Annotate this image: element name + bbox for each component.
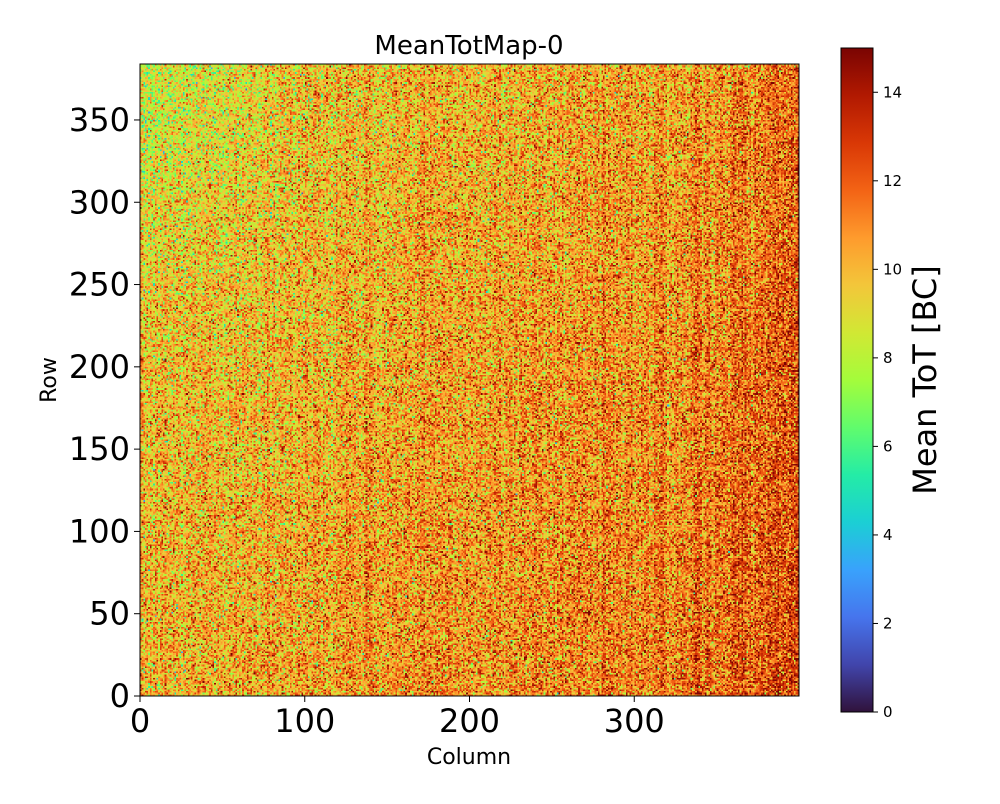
colorbar-tick-label: 12 bbox=[883, 172, 902, 190]
y-axis-label: Row bbox=[37, 357, 62, 403]
colorbar-tick-label: 14 bbox=[883, 83, 902, 101]
colorbar-ticks: 0 2 4 6 8 10 12 14 bbox=[873, 83, 902, 721]
colorbar-tick-label: 2 bbox=[883, 614, 893, 632]
y-axis-ticks: 0 50 100 150 200 250 300 350 bbox=[69, 101, 140, 715]
heatmap-cells bbox=[140, 64, 799, 696]
colorbar-tick-label: 6 bbox=[883, 437, 893, 455]
plot-area bbox=[139, 63, 800, 697]
y-tick-label: 50 bbox=[89, 595, 130, 633]
y-tick-label: 100 bbox=[69, 512, 130, 550]
colorbar-tick-label: 0 bbox=[883, 703, 893, 721]
x-tick-label: 100 bbox=[274, 702, 335, 740]
colorbar-tick-label: 8 bbox=[883, 349, 893, 367]
x-tick-label: 200 bbox=[439, 702, 500, 740]
colorbar-tick-label: 10 bbox=[883, 260, 902, 278]
y-tick-label: 0 bbox=[110, 677, 130, 715]
y-tick-label: 200 bbox=[69, 348, 130, 386]
colorbar: 0 2 4 6 8 10 12 14 Mean ToT [BC] bbox=[840, 47, 944, 721]
y-tick-label: 300 bbox=[69, 183, 130, 221]
chart-title: MeanTotMap-0 bbox=[374, 31, 563, 61]
x-axis-label: Column bbox=[427, 745, 511, 770]
colorbar-gradient bbox=[840, 47, 874, 713]
x-tick-label: 300 bbox=[604, 702, 665, 740]
x-tick-label: 0 bbox=[130, 702, 150, 740]
y-tick-label: 250 bbox=[69, 266, 130, 304]
colorbar-label: Mean ToT [BC] bbox=[906, 265, 944, 494]
colorbar-tick-label: 4 bbox=[883, 526, 893, 544]
y-tick-label: 150 bbox=[69, 430, 130, 468]
y-tick-label: 350 bbox=[69, 101, 130, 139]
x-axis-ticks: 0 100 200 300 bbox=[130, 696, 665, 740]
